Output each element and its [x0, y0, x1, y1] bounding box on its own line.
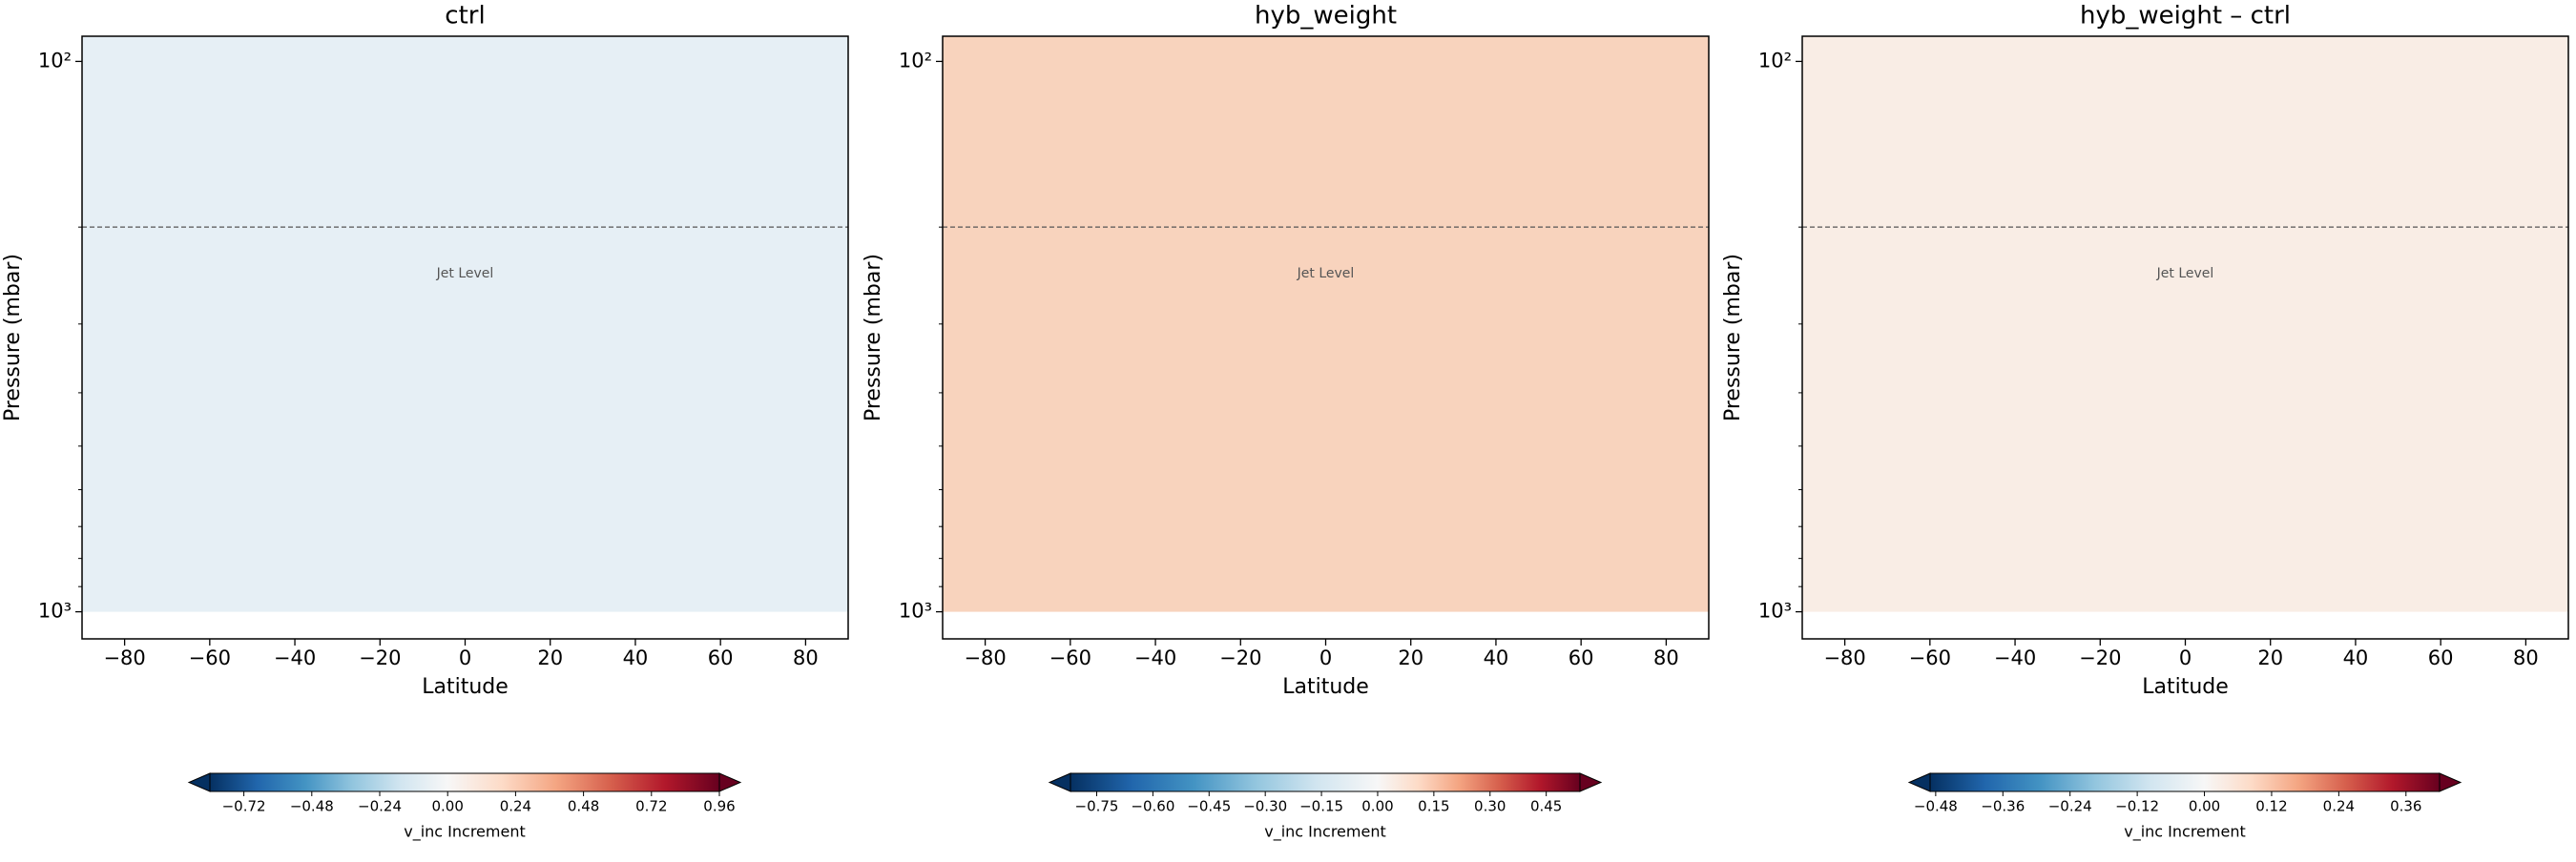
colorbar-arrow-high — [718, 772, 742, 792]
x-tick-label: 0 — [1319, 646, 1332, 669]
colorbar-label: v_inc Increment — [2124, 823, 2246, 842]
colorbar-arrow-low — [1907, 772, 1931, 792]
colorbar-arrow-low — [187, 772, 211, 792]
colorbar — [209, 772, 720, 792]
x-tick-label: −40 — [274, 646, 316, 669]
colorbar-tick-label: 0.15 — [1418, 798, 1449, 815]
colorbar-tick-label: −0.45 — [1187, 798, 1231, 815]
colorbar-tick-label: −0.15 — [1299, 798, 1343, 815]
colorbar-tick-label: 0.72 — [635, 798, 667, 815]
colorbar-label: v_inc Increment — [404, 823, 526, 842]
x-tick-label: 80 — [793, 646, 819, 669]
colorbar-tick-label: −0.24 — [2048, 798, 2092, 815]
colorbar-label: v_inc Increment — [1264, 823, 1386, 842]
colorbar-tick-label: 0.24 — [500, 798, 531, 815]
x-tick-label: −60 — [1049, 646, 1091, 669]
x-axis-label: Latitude — [422, 675, 509, 699]
x-tick-label: 20 — [537, 646, 563, 669]
colorbar-tick-label: −0.72 — [222, 798, 266, 815]
contour-field — [1802, 36, 2568, 612]
contour-field — [82, 36, 848, 612]
colorbar-tick-label: 0.30 — [1474, 798, 1506, 815]
annotation: Jet Level — [1297, 266, 1355, 281]
colorbar — [1929, 772, 2441, 792]
x-tick-label: 40 — [623, 646, 649, 669]
colorbar-tick-label: 0.00 — [1361, 798, 1393, 815]
x-tick-label: −40 — [1994, 646, 2036, 669]
x-tick-label: 60 — [2428, 646, 2454, 669]
colorbar-tick-label: −0.48 — [1914, 798, 1958, 815]
x-axis-label: Latitude — [1282, 675, 1369, 699]
x-tick-label: −40 — [1134, 646, 1176, 669]
x-tick-label: 40 — [2343, 646, 2369, 669]
colorbar-arrow-high — [2439, 772, 2462, 792]
colorbar-tick-label: 0.96 — [703, 798, 735, 815]
colorbar-tick-label: 0.45 — [1530, 798, 1562, 815]
x-tick-label: −60 — [1909, 646, 1951, 669]
colorbar-tick-label: −0.75 — [1075, 798, 1119, 815]
colorbar-tick-label: 0.36 — [2390, 798, 2421, 815]
x-tick-label: −60 — [189, 646, 231, 669]
colorbar-tick-label: −0.30 — [1243, 798, 1287, 815]
annotation: Jet Level — [436, 266, 494, 281]
x-tick-label: 40 — [1484, 646, 1509, 669]
x-tick-label: −80 — [103, 646, 145, 669]
annotation: Jet Level — [2156, 266, 2214, 281]
y-tick-label: 10² — [899, 49, 932, 72]
panel-title: hyb_weight – ctrl — [2080, 2, 2291, 31]
y-tick-label: 10³ — [38, 600, 72, 623]
colorbar-tick-label: 0.48 — [568, 798, 599, 815]
colorbar-tick-label: 0.12 — [2255, 798, 2287, 815]
x-tick-label: 60 — [1568, 646, 1594, 669]
colorbar-tick-label: 0.00 — [2189, 798, 2220, 815]
x-axis-label: Latitude — [2142, 675, 2229, 699]
x-tick-label: −20 — [1219, 646, 1261, 669]
x-tick-label: −20 — [359, 646, 401, 669]
y-axis-label: Pressure (mbar) — [1, 254, 25, 421]
colorbar-tick-label: 0.00 — [431, 798, 463, 815]
contour-field — [943, 36, 1709, 612]
x-tick-label: −80 — [964, 646, 1006, 669]
y-axis-label: Pressure (mbar) — [862, 254, 885, 421]
x-tick-label: 60 — [708, 646, 734, 669]
x-tick-label: 80 — [1653, 646, 1679, 669]
colorbar-tick-label: −0.36 — [1981, 798, 2025, 815]
y-tick-label: 10³ — [899, 600, 932, 623]
colorbar-arrow-low — [1048, 772, 1071, 792]
colorbar-arrow-high — [1579, 772, 1603, 792]
x-tick-label: 20 — [1398, 646, 1423, 669]
panel-title: hyb_weight — [1255, 2, 1397, 31]
panel-title: ctrl — [445, 2, 485, 31]
x-tick-label: −80 — [1823, 646, 1865, 669]
colorbar-tick-label: −0.12 — [2115, 798, 2159, 815]
x-tick-label: 0 — [459, 646, 471, 669]
colorbar-tick-label: −0.60 — [1131, 798, 1174, 815]
colorbar — [1070, 772, 1581, 792]
colorbar-tick-label: 0.24 — [2323, 798, 2355, 815]
x-tick-label: 20 — [2257, 646, 2283, 669]
colorbar-tick-label: −0.48 — [290, 798, 334, 815]
x-tick-label: −20 — [2079, 646, 2121, 669]
y-tick-label: 10² — [38, 49, 72, 72]
colorbar-tick-label: −0.24 — [358, 798, 402, 815]
y-tick-label: 10² — [1758, 49, 1792, 72]
y-axis-label: Pressure (mbar) — [1721, 254, 1745, 421]
x-tick-label: 0 — [2179, 646, 2192, 669]
y-tick-label: 10³ — [1758, 600, 1792, 623]
x-tick-label: 80 — [2513, 646, 2539, 669]
